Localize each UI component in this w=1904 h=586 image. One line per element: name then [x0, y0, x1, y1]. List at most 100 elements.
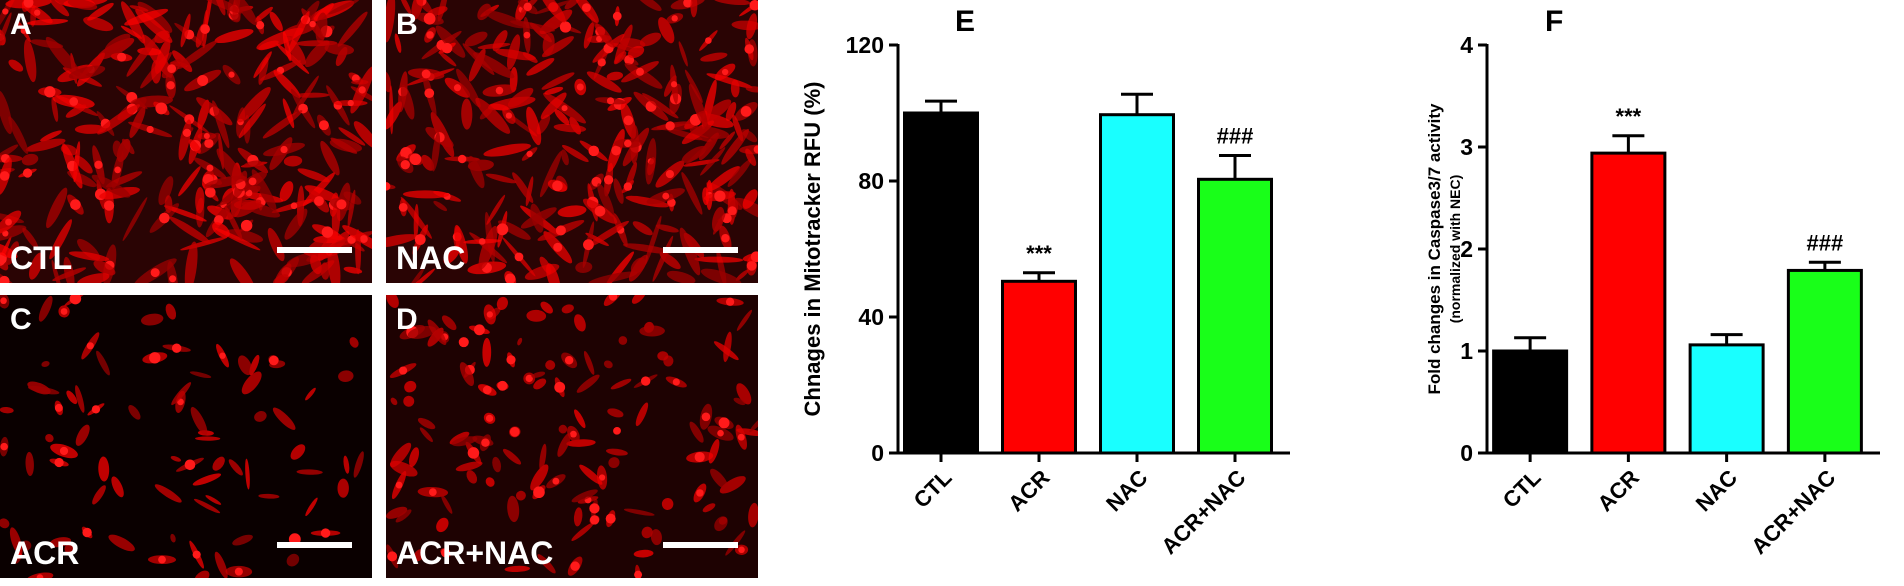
nucleus	[114, 166, 122, 174]
cell	[394, 33, 402, 53]
nucleus	[70, 199, 81, 210]
cell	[129, 106, 146, 138]
cell	[64, 544, 75, 555]
y-axis-label: Chnages in Mitotracker RFU (%)	[800, 82, 825, 417]
cell	[224, 206, 243, 240]
nucleus	[683, 0, 693, 8]
cell	[128, 404, 141, 420]
x-tick-label: CTL	[1498, 465, 1546, 513]
cell	[290, 444, 306, 460]
cell	[639, 32, 662, 47]
cell	[331, 199, 341, 238]
cell	[623, 243, 672, 254]
nucleus	[623, 115, 634, 126]
nucleus	[717, 429, 724, 437]
y-tick-label: 1	[1460, 338, 1473, 364]
nucleus	[219, 352, 226, 359]
cell	[27, 385, 60, 395]
cell	[595, 23, 615, 48]
nucleus	[478, 238, 486, 245]
nucleus	[36, 574, 44, 578]
cell	[561, 149, 569, 166]
cell	[151, 59, 162, 84]
cell	[606, 71, 624, 81]
cell	[748, 502, 758, 528]
cell	[121, 138, 135, 155]
cell	[284, 208, 308, 240]
cell	[400, 0, 412, 14]
cell	[328, 0, 360, 15]
cell	[571, 522, 594, 541]
cell	[557, 433, 571, 457]
nucleus	[441, 42, 453, 54]
cell	[104, 33, 131, 53]
cell	[544, 86, 564, 95]
cell	[721, 128, 750, 165]
cell	[607, 408, 624, 418]
cell	[23, 38, 37, 83]
cell	[707, 166, 741, 192]
nucleus	[336, 199, 347, 210]
nucleus	[255, 20, 265, 30]
y-tick-label: 0	[871, 440, 884, 466]
nucleus	[570, 561, 580, 571]
cell	[254, 411, 267, 422]
x-tick-label: ACR+NAC	[1156, 465, 1250, 559]
cell	[539, 151, 562, 198]
cell	[585, 220, 630, 249]
cell	[618, 336, 628, 345]
nucleus	[453, 84, 461, 92]
nucleus	[197, 74, 209, 87]
cell	[484, 10, 527, 29]
nucleus	[59, 446, 69, 456]
nucleus	[387, 551, 398, 562]
cell	[586, 71, 622, 93]
cell	[190, 406, 208, 436]
nucleus	[721, 68, 729, 76]
scale-bar	[277, 542, 352, 548]
cell	[126, 35, 159, 77]
cell	[353, 451, 364, 478]
bar	[1688, 343, 1765, 455]
cell	[45, 433, 54, 443]
cell	[390, 397, 398, 406]
cell	[495, 48, 536, 61]
cell	[684, 134, 721, 166]
nucleus	[0, 171, 10, 181]
cell	[727, 159, 752, 187]
cell	[635, 402, 649, 427]
cell	[51, 96, 59, 122]
cell	[745, 148, 757, 166]
cell	[165, 303, 177, 320]
nucleus	[474, 324, 485, 336]
nucleus	[395, 481, 403, 489]
cell	[232, 534, 253, 546]
cell	[353, 121, 372, 149]
cell	[700, 268, 742, 283]
cell	[253, 51, 272, 79]
cell	[296, 469, 323, 475]
cell	[427, 319, 447, 346]
cell	[413, 549, 425, 562]
cell	[539, 443, 547, 472]
cell	[462, 43, 495, 75]
cell	[184, 241, 198, 283]
nucleus	[753, 145, 758, 154]
nucleus	[603, 175, 614, 185]
cell	[725, 101, 737, 122]
cell	[329, 138, 363, 153]
cell	[404, 380, 417, 393]
cell	[409, 447, 420, 467]
cell	[647, 157, 656, 176]
bar	[1099, 113, 1175, 455]
nucleus	[23, 0, 34, 8]
nucleus	[400, 160, 410, 170]
nucleus	[485, 414, 494, 422]
cell	[310, 254, 322, 275]
cell	[492, 456, 502, 473]
cell	[75, 385, 85, 413]
cell	[644, 215, 662, 266]
cell	[485, 173, 517, 184]
nucleus	[155, 102, 168, 115]
cell	[735, 269, 749, 281]
